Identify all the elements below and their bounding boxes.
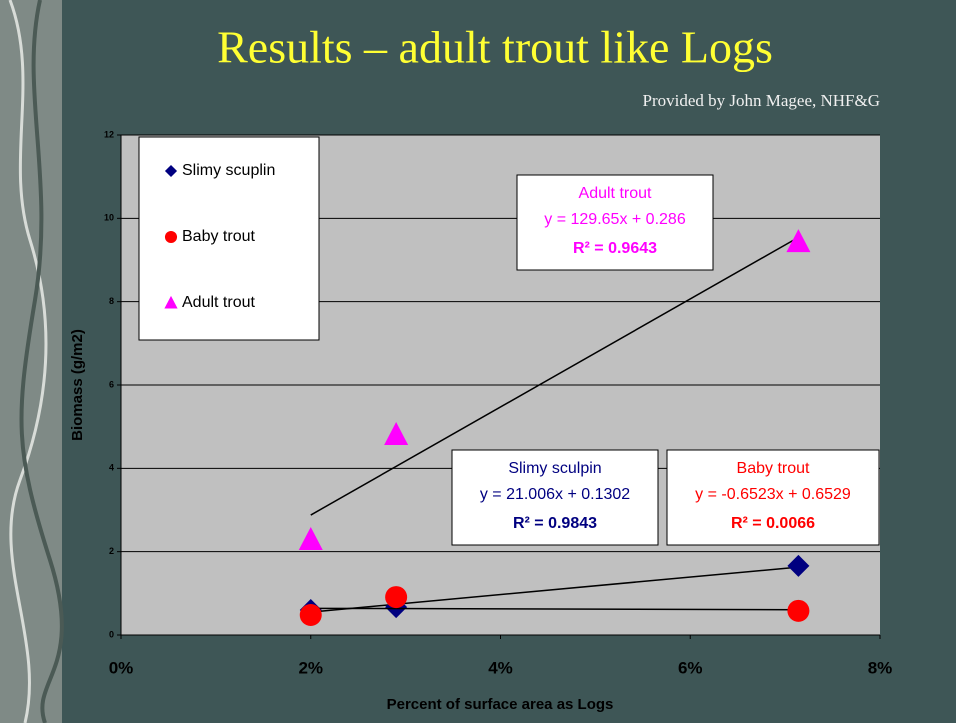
x-tick-label: 6% [678, 658, 703, 677]
y-tick-label: 12 [104, 129, 114, 139]
trendline-r-squared: R² = 0.0066 [731, 515, 815, 532]
trendline-r-squared: R² = 0.9643 [573, 240, 657, 257]
y-tick-label: 10 [104, 213, 114, 223]
legend-label: Baby trout [182, 228, 255, 245]
trendline-name: Slimy sculpin [508, 460, 601, 477]
trendline-equation: y = 21.006x + 0.1302 [480, 486, 630, 503]
trendline-name: Adult trout [579, 185, 652, 202]
page: {"chart_data": {"type": "scatter", "titl… [0, 0, 956, 723]
slide-title: Results – adult trout like Logs [217, 22, 773, 73]
legend-label: Adult trout [182, 294, 255, 311]
x-tick-label: 4% [488, 658, 513, 677]
y-axis-label: Biomass (g/m2) [69, 329, 86, 441]
point [300, 604, 322, 626]
x-axis-label: Percent of surface area as Logs [387, 696, 614, 713]
trendline-equation: y = 129.65x + 0.286 [544, 211, 686, 228]
slide: Results – adult trout like Logs Provided… [0, 0, 956, 723]
x-tick-label: 0% [109, 658, 134, 677]
y-tick-label: 6 [109, 379, 114, 389]
point [385, 586, 407, 608]
point [787, 600, 809, 622]
x-tick-label: 8% [868, 658, 893, 677]
map-strip [0, 0, 62, 723]
y-tick-label: 0 [109, 629, 114, 639]
y-tick-label: 4 [109, 463, 114, 473]
legend-label: Slimy scuplin [182, 162, 275, 179]
x-tick-label: 2% [298, 658, 323, 677]
y-tick-label: 2 [109, 546, 114, 556]
legend-marker [165, 231, 177, 243]
slide-subtitle: Provided by John Magee, NHF&G [642, 91, 880, 110]
trendline-equation: y = -0.6523x + 0.6529 [695, 486, 851, 503]
y-tick-label: 8 [109, 296, 114, 306]
trendline-name: Baby trout [737, 460, 810, 477]
trendline-r-squared: R² = 0.9843 [513, 515, 597, 532]
